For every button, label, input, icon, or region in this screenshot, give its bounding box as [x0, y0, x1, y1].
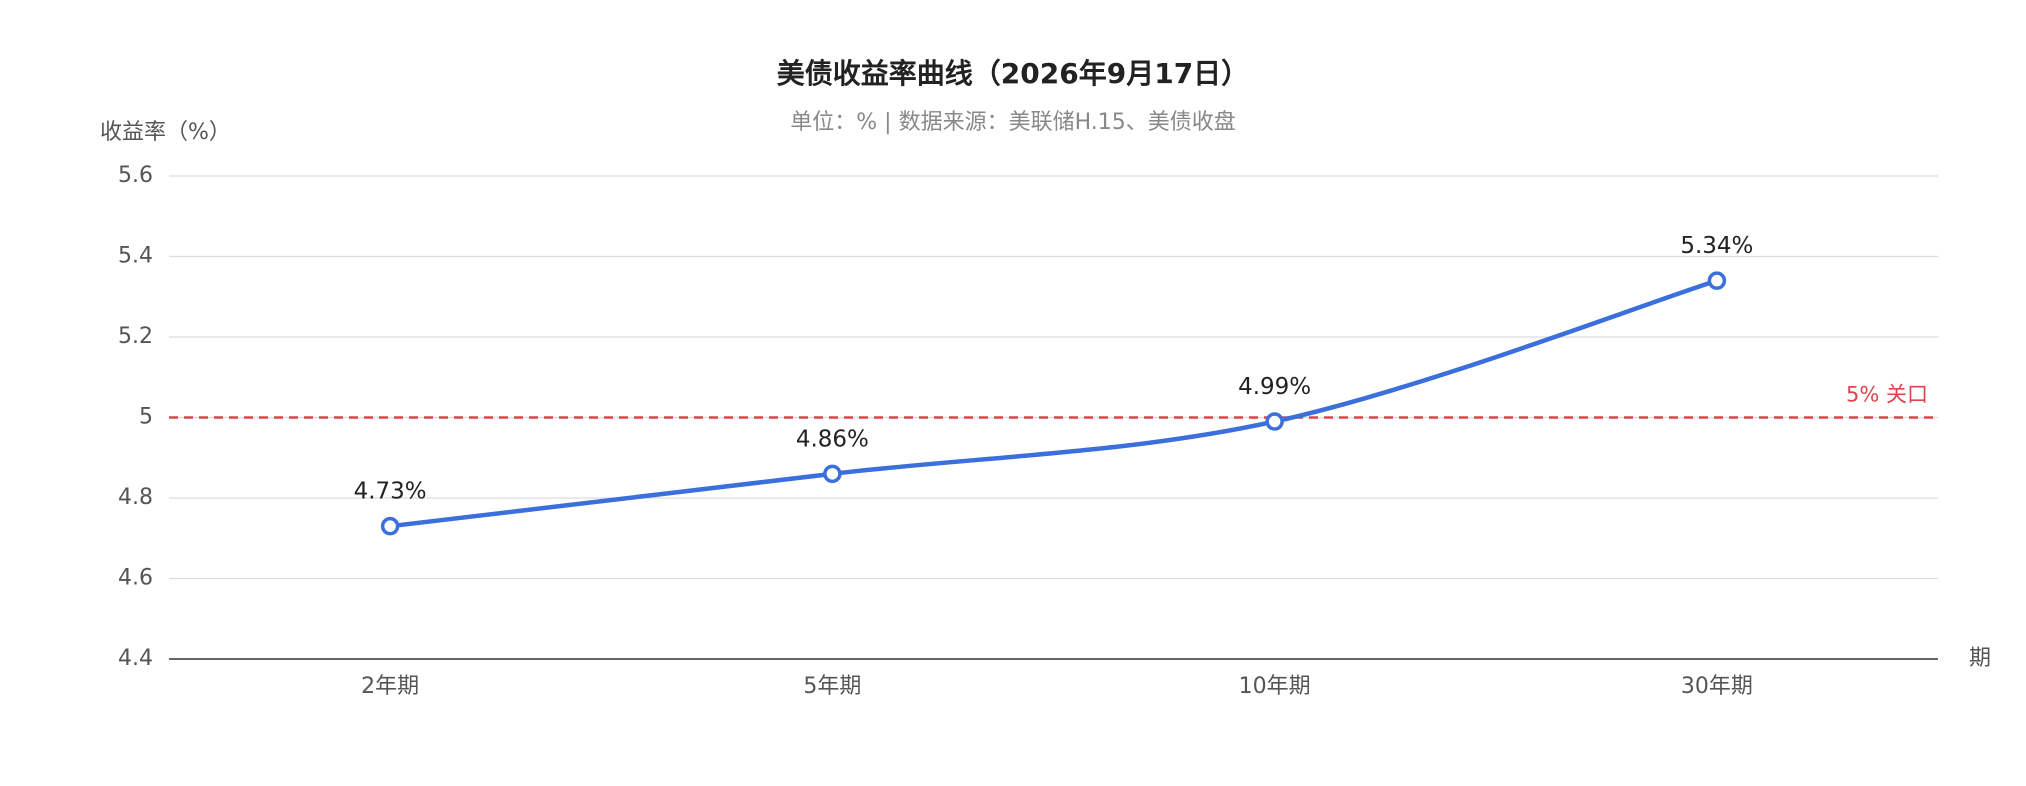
y-tick-label: 5.4: [118, 244, 153, 269]
point: [823, 464, 842, 484]
chart-title: 美债收益率曲线（2026年9月17日）: [777, 57, 1249, 90]
point: [380, 516, 400, 536]
y-tick-label: 4.8: [118, 485, 153, 510]
y-tick-label: 4.4: [118, 646, 153, 671]
y-tick-label: 5: [139, 405, 153, 430]
chart-subtitle: 单位：% | 数据来源：美联储H.15、美债收盘: [790, 110, 1235, 135]
y-tick-label: 4.6: [118, 566, 153, 591]
data-label: 4.86%: [796, 426, 869, 452]
point: [1707, 271, 1727, 290]
x-tick-label: 10年期: [1239, 674, 1311, 699]
y-tick-label: 5.6: [118, 163, 153, 188]
x-tick-label: 2年期: [361, 674, 419, 699]
y-tick-label: 5.2: [118, 324, 153, 349]
x-tick-label: 30年期: [1681, 674, 1753, 699]
point: [1265, 412, 1284, 431]
x-axis-label: 期: [1969, 646, 1991, 671]
y-axis-label: 收益率（%）: [100, 120, 231, 145]
x-tick-label: 5年期: [803, 674, 861, 699]
data-label: 4.73%: [354, 479, 427, 505]
line: [389, 278, 1718, 529]
data-label: 5.34%: [1680, 233, 1753, 259]
reference-line-label: 5% 关口: [1846, 383, 1928, 407]
data-label: 4.99%: [1238, 374, 1311, 400]
